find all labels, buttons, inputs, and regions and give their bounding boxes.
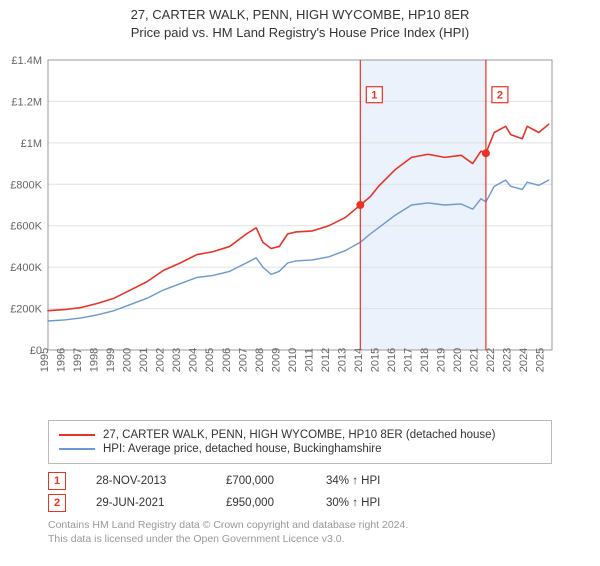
svg-text:1: 1	[371, 90, 377, 102]
svg-text:2015: 2015	[369, 348, 381, 372]
event-table: 1 28-NOV-2013 £700,000 34% ↑ HPI 2 29-JU…	[48, 472, 552, 512]
svg-text:1997: 1997	[72, 348, 84, 372]
event-price-1: £700,000	[226, 475, 326, 487]
svg-text:2011: 2011	[303, 348, 315, 372]
svg-text:1996: 1996	[56, 348, 68, 372]
price-chart: £0£200K£400K£600K£800K£1M£1.2M£1.4M19951…	[0, 50, 600, 400]
svg-text:£800K: £800K	[10, 179, 42, 191]
event-hpi-2: 30% ↑ HPI	[326, 497, 446, 509]
svg-text:2021: 2021	[469, 348, 481, 372]
svg-text:2005: 2005	[204, 348, 216, 372]
svg-text:£1.4M: £1.4M	[11, 55, 42, 67]
event-marker-1: 1	[48, 472, 66, 490]
svg-text:2009: 2009	[270, 348, 282, 372]
svg-text:2006: 2006	[221, 348, 233, 372]
svg-text:2014: 2014	[353, 348, 365, 372]
svg-text:1998: 1998	[89, 348, 101, 372]
svg-text:2013: 2013	[336, 348, 348, 372]
chart-title: 27, CARTER WALK, PENN, HIGH WYCOMBE, HP1…	[0, 6, 600, 41]
svg-text:2017: 2017	[403, 348, 415, 372]
legend-swatch-blue	[59, 448, 95, 450]
svg-text:2007: 2007	[237, 348, 249, 372]
svg-text:2016: 2016	[386, 348, 398, 372]
event-row-1: 1 28-NOV-2013 £700,000 34% ↑ HPI	[48, 472, 552, 490]
svg-text:£1.2M: £1.2M	[11, 96, 42, 108]
svg-text:2019: 2019	[436, 348, 448, 372]
chart-svg: £0£200K£400K£600K£800K£1M£1.2M£1.4M19951…	[0, 50, 600, 400]
svg-text:2012: 2012	[320, 348, 332, 372]
svg-text:2024: 2024	[518, 348, 530, 372]
legend-label-2: HPI: Average price, detached house, Buck…	[103, 443, 382, 455]
event-hpi-1: 34% ↑ HPI	[326, 475, 446, 487]
svg-text:2003: 2003	[171, 348, 183, 372]
svg-text:1999: 1999	[105, 348, 117, 372]
svg-text:2002: 2002	[155, 348, 167, 372]
footer-line-2: This data is licensed under the Open Gov…	[48, 532, 552, 546]
svg-text:£1M: £1M	[21, 138, 42, 150]
event-date-1: 28-NOV-2013	[96, 475, 226, 487]
footer: Contains HM Land Registry data © Crown c…	[48, 518, 552, 546]
event-marker-2: 2	[48, 494, 66, 512]
legend-row-2: HPI: Average price, detached house, Buck…	[59, 443, 541, 455]
svg-text:2000: 2000	[122, 348, 134, 372]
svg-text:£200K: £200K	[10, 304, 42, 316]
svg-text:£400K: £400K	[10, 262, 42, 274]
event-price-2: £950,000	[226, 497, 326, 509]
title-line-2: Price paid vs. HM Land Registry's House …	[0, 24, 600, 42]
title-line-1: 27, CARTER WALK, PENN, HIGH WYCOMBE, HP1…	[0, 6, 600, 24]
legend-label-1: 27, CARTER WALK, PENN, HIGH WYCOMBE, HP1…	[103, 429, 495, 441]
svg-text:2020: 2020	[452, 348, 464, 372]
svg-text:2022: 2022	[485, 348, 497, 372]
svg-text:2018: 2018	[419, 348, 431, 372]
svg-text:2023: 2023	[502, 348, 514, 372]
legend: 27, CARTER WALK, PENN, HIGH WYCOMBE, HP1…	[48, 420, 552, 464]
svg-text:2004: 2004	[188, 348, 200, 372]
svg-text:2025: 2025	[535, 348, 547, 372]
footer-line-1: Contains HM Land Registry data © Crown c…	[48, 518, 552, 532]
event-date-2: 29-JUN-2021	[96, 497, 226, 509]
svg-text:2010: 2010	[287, 348, 299, 372]
legend-row-1: 27, CARTER WALK, PENN, HIGH WYCOMBE, HP1…	[59, 429, 541, 441]
svg-text:£600K: £600K	[10, 221, 42, 233]
legend-swatch-red	[59, 434, 95, 436]
svg-text:2001: 2001	[138, 348, 150, 372]
event-row-2: 2 29-JUN-2021 £950,000 30% ↑ HPI	[48, 494, 552, 512]
svg-text:2008: 2008	[254, 348, 266, 372]
svg-text:1995: 1995	[39, 348, 51, 372]
svg-text:2: 2	[497, 90, 503, 102]
